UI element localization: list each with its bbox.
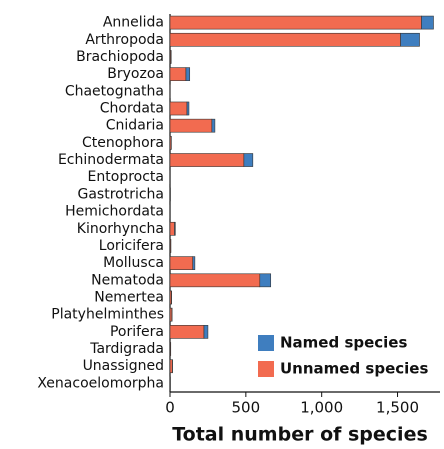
category-label: Chaetognatha: [65, 83, 164, 99]
category-label: Entoprocta: [88, 169, 164, 185]
bar-segment: [169, 256, 194, 270]
bar-segment: [169, 101, 188, 116]
category-label: Nematoda: [91, 272, 164, 288]
category-label: Brachiopoda: [76, 49, 164, 65]
bar-segment: [169, 15, 422, 30]
x-axis-label: Total number of species: [172, 424, 428, 446]
bar-segment: [169, 221, 175, 236]
x-tick-label: 500: [232, 399, 261, 417]
legend-label: Unnamed species: [280, 360, 428, 378]
category-label: Chordata: [100, 101, 164, 117]
category-label: Unassigned: [83, 358, 164, 374]
bar-segment: [211, 118, 216, 133]
bar-segment: [174, 221, 176, 236]
bar-segment: [203, 325, 209, 339]
category-label: Ctenophora: [82, 135, 164, 151]
bar-segment: [169, 325, 205, 339]
bar-segment: [400, 32, 420, 47]
category-label: Cnidaria: [106, 118, 164, 134]
bar-segment: [169, 153, 245, 167]
bar-segment: [192, 256, 196, 270]
bar-segment: [259, 273, 272, 288]
category-label: Nemertea: [94, 290, 164, 306]
category-label: Kinorhyncha: [77, 221, 164, 237]
legend-swatch: [258, 361, 274, 377]
x-tick-label: 0: [165, 399, 175, 417]
bar-segment: [185, 67, 191, 81]
category-label: Hemichordata: [65, 204, 164, 220]
category-label: Mollusca: [103, 255, 164, 271]
category-label: Arthropoda: [85, 32, 164, 48]
bar-segment: [243, 153, 254, 167]
category-label: Annelida: [103, 15, 164, 31]
bar-segment: [421, 15, 434, 30]
bar-segment: [169, 67, 187, 81]
category-label: Porifera: [110, 324, 164, 340]
category-label: Gastrotricha: [77, 186, 164, 202]
bar-segment: [169, 273, 261, 288]
category-label: Loricifera: [99, 238, 164, 254]
category-label: Tardigrada: [89, 341, 164, 357]
x-tick-label: 1,500: [376, 399, 419, 417]
category-label: Platyhelminthes: [51, 307, 164, 323]
bar-segment: [169, 32, 401, 47]
category-label: Xenacoelomorpha: [37, 375, 164, 391]
category-label: Echinodermata: [58, 152, 164, 168]
x-tick-label: 1,000: [300, 399, 343, 417]
category-label: Bryozoa: [107, 66, 164, 82]
bar-segment: [169, 118, 213, 133]
bar-segment: [169, 359, 173, 374]
legend-label: Named species: [280, 334, 407, 352]
legend-swatch: [258, 335, 274, 351]
bar-segment: [186, 101, 190, 116]
